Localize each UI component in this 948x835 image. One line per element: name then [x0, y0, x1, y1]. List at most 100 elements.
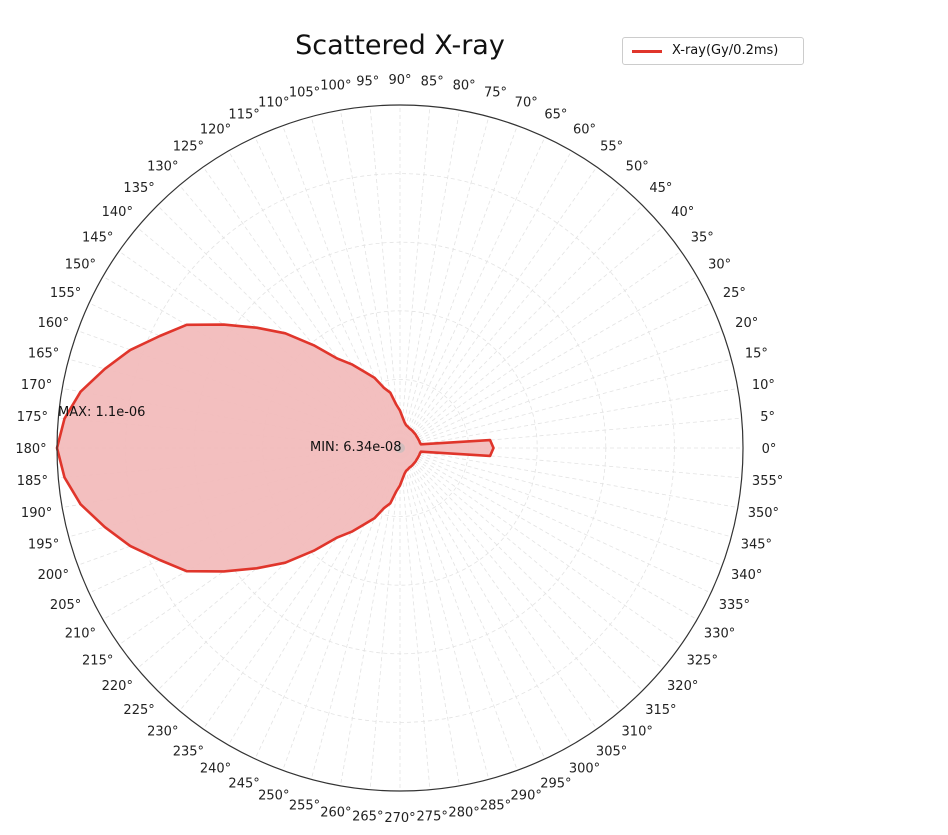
angle-tick-label: 305°: [596, 744, 627, 759]
angle-tick-label: 60°: [573, 122, 596, 137]
max-annotation: MAX: 1.1e-06: [58, 405, 145, 420]
angle-tick-label: 320°: [667, 679, 698, 694]
angle-tick-label: 290°: [511, 789, 542, 804]
angle-tick-label: 95°: [356, 74, 379, 89]
angle-tick-label: 150°: [65, 258, 96, 273]
grid-spoke: [399, 110, 460, 449]
angle-tick-label: 0°: [762, 442, 777, 457]
grid-spoke: [399, 330, 723, 449]
angle-tick-label: 220°: [102, 679, 133, 694]
angle-tick-label: 355°: [752, 474, 783, 489]
angle-tick-label: 295°: [540, 776, 571, 791]
angle-tick-label: 165°: [28, 347, 59, 362]
angle-tick-label: 270°: [384, 811, 415, 826]
angle-tick-label: 80°: [453, 79, 476, 94]
angle-tick-label: 240°: [200, 762, 231, 777]
outer-ring: [56, 104, 744, 792]
angle-tick-label: 345°: [741, 538, 772, 553]
grid-spoke: [399, 447, 621, 712]
angle-tick-label: 200°: [38, 568, 69, 583]
grid-spoke: [399, 184, 621, 449]
angle-tick-label: 155°: [50, 286, 81, 301]
grid-spoke: [399, 116, 490, 449]
angle-tick-label: 15°: [745, 347, 768, 362]
angle-tick-label: 205°: [50, 598, 81, 613]
angle-tick-label: 30°: [708, 258, 731, 273]
grid-spoke: [399, 447, 712, 594]
grid-spoke: [399, 447, 460, 786]
angle-tick-label: 210°: [65, 627, 96, 642]
grid-spoke: [399, 125, 518, 449]
angle-tick-label: 315°: [645, 703, 676, 718]
angle-tick-label: 130°: [147, 159, 178, 174]
grid-spoke: [399, 302, 712, 449]
angle-tick-label: 330°: [704, 627, 735, 642]
angle-tick-label: 170°: [21, 378, 52, 393]
angle-tick-label: 125°: [173, 140, 204, 155]
angle-tick-label: 135°: [123, 181, 154, 196]
angle-tick-label: 20°: [735, 316, 758, 331]
grid-spoke: [399, 447, 723, 566]
center-marker: [395, 443, 405, 453]
grid-spoke: [399, 150, 572, 449]
angle-tick-label: 70°: [515, 95, 538, 110]
grid-spoke: [399, 447, 664, 669]
angle-tick-label: 110°: [258, 95, 289, 110]
angle-tick-label: 5°: [760, 410, 775, 425]
angle-tick-label: 10°: [752, 378, 775, 393]
angle-tick-label: 90°: [388, 73, 411, 88]
angle-tick-label: 215°: [82, 654, 113, 669]
grid-spoke: [399, 447, 518, 771]
angle-tick-label: 230°: [147, 725, 178, 740]
angle-tick-label: 340°: [731, 568, 762, 583]
angle-tick-label: 45°: [649, 181, 672, 196]
min-annotation: MIN: 6.34e-08: [310, 440, 401, 455]
angle-tick-label: 255°: [289, 798, 320, 813]
angle-tick-label: 300°: [569, 762, 600, 777]
angle-tick-label: 105°: [289, 86, 320, 101]
grid-spoke: [399, 447, 738, 508]
chart-title: Scattered X-ray: [295, 30, 505, 61]
grid-spoke: [369, 106, 401, 449]
angle-tick-label: 280°: [448, 805, 479, 820]
angle-tick-label: 25°: [723, 286, 746, 301]
angle-tick-label: 285°: [480, 798, 511, 813]
grid-spoke: [399, 276, 698, 449]
legend-label: X-ray(Gy/0.2ms): [672, 43, 779, 58]
legend: X-ray(Gy/0.2ms): [622, 37, 804, 65]
angle-tick-label: 100°: [320, 79, 351, 94]
grid-spoke: [399, 136, 546, 449]
grid-spoke: [399, 388, 738, 449]
grid-spoke: [399, 447, 546, 760]
angle-tick-label: 40°: [671, 205, 694, 220]
legend-swatch: [632, 50, 662, 53]
grid-spoke: [399, 447, 598, 730]
angle-tick-label: 85°: [421, 74, 444, 89]
grid-spoke: [399, 227, 664, 449]
angle-tick-label: 350°: [748, 506, 779, 521]
angle-tick-label: 325°: [687, 654, 718, 669]
angle-tick-label: 50°: [626, 159, 649, 174]
angle-tick-label: 140°: [102, 205, 133, 220]
angle-tick-label: 145°: [82, 230, 113, 245]
angle-tick-label: 75°: [484, 86, 507, 101]
angle-tick-label: 55°: [600, 140, 623, 155]
angle-tick-label: 35°: [691, 230, 714, 245]
angle-tick-label: 275°: [417, 810, 448, 825]
grid-spoke: [399, 250, 682, 449]
grid-spoke: [399, 358, 732, 449]
series-area: [57, 324, 494, 572]
grid-spoke: [399, 447, 431, 790]
grid-spoke: [399, 447, 732, 538]
angle-tick-label: 245°: [228, 776, 259, 791]
angle-tick-label: 190°: [21, 506, 52, 521]
angle-tick-label: 180°: [15, 442, 46, 457]
angle-tick-label: 120°: [200, 122, 231, 137]
grid-spoke: [399, 166, 598, 449]
angle-tick-label: 195°: [28, 538, 59, 553]
grid-spoke: [399, 447, 698, 620]
grid-spoke: [369, 447, 401, 790]
angle-tick-label: 250°: [258, 789, 289, 804]
angle-tick-label: 335°: [719, 598, 750, 613]
